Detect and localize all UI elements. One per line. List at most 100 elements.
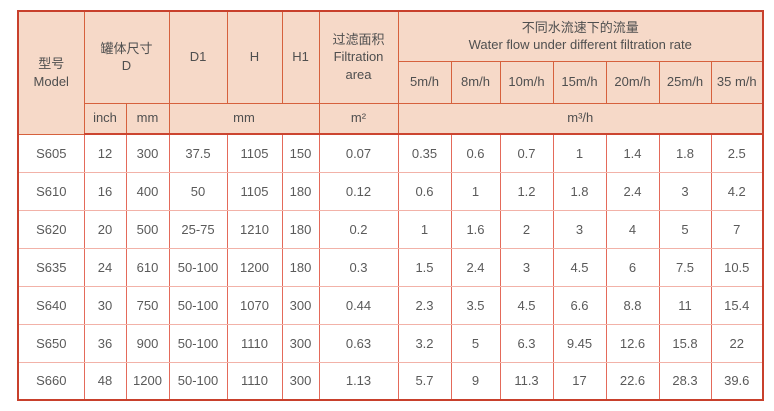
data-cell: 3 — [658, 171, 712, 211]
data-cell: 1.6 — [450, 209, 501, 249]
col-header-rate-10: 10m/h — [499, 60, 554, 104]
header-row-titles: 型号 Model 罐体尺寸 D D1 H H1 过滤面积 Filtration … — [17, 10, 764, 135]
col-header-rate-5: 5m/h — [397, 60, 452, 104]
data-cell: 3 — [552, 209, 607, 249]
data-cell: 300 — [281, 285, 320, 325]
table-row: S640 30 750 50-100 1070 300 0.44 2.3 3.5… — [17, 285, 764, 325]
col-header-tank-size: 罐体尺寸 D — [83, 10, 170, 104]
data-cell: 12.6 — [605, 323, 660, 363]
data-cell: 1.5 — [397, 247, 452, 287]
data-cell: 4.2 — [710, 171, 764, 211]
data-cell: 28.3 — [658, 361, 712, 401]
table-row: S620 20 500 25-75 1210 180 0.2 1 1.6 2 3… — [17, 209, 764, 249]
unit-mm-d: mm — [125, 102, 170, 135]
data-cell: 1110 — [226, 323, 283, 363]
data-cell: 6.6 — [552, 285, 607, 325]
data-cell: 50-100 — [168, 247, 228, 287]
data-cell: 300 — [125, 133, 170, 173]
model-cell: S605 — [17, 133, 85, 173]
spec-table: 型号 Model 罐体尺寸 D D1 H H1 过滤面积 Filtration … — [17, 10, 764, 401]
data-cell: 48 — [83, 361, 127, 401]
data-cell: 25-75 — [168, 209, 228, 249]
data-cell: 12 — [83, 133, 127, 173]
data-cell: 17 — [552, 361, 607, 401]
data-cell: 50-100 — [168, 285, 228, 325]
data-cell: 150 — [281, 133, 320, 173]
table-body: S605 12 300 37.5 1105 150 0.07 0.35 0.6 … — [17, 133, 764, 401]
col-header-h1: H1 — [281, 10, 320, 104]
unit-area: m² — [318, 102, 399, 135]
data-cell: 50-100 — [168, 361, 228, 401]
data-cell: 2.3 — [397, 285, 452, 325]
data-cell: 300 — [281, 361, 320, 401]
data-cell: 0.7 — [499, 133, 554, 173]
data-cell: 15.8 — [658, 323, 712, 363]
data-cell: 22 — [710, 323, 764, 363]
data-cell: 50-100 — [168, 323, 228, 363]
data-cell: 3.2 — [397, 323, 452, 363]
data-cell: 24 — [83, 247, 127, 287]
data-cell: 7 — [710, 209, 764, 249]
model-cell: S660 — [17, 361, 85, 401]
data-cell: 10.5 — [710, 247, 764, 287]
data-cell: 9 — [450, 361, 501, 401]
data-cell: 0.3 — [318, 247, 399, 287]
table-header: 型号 Model 罐体尺寸 D D1 H H1 过滤面积 Filtration … — [17, 10, 764, 135]
data-cell: 0.07 — [318, 133, 399, 173]
data-cell: 1.2 — [499, 171, 554, 211]
data-cell: 16 — [83, 171, 127, 211]
data-cell: 5 — [450, 323, 501, 363]
data-cell: 0.6 — [397, 171, 452, 211]
data-cell: 1070 — [226, 285, 283, 325]
data-cell: 300 — [281, 323, 320, 363]
data-cell: 2 — [499, 209, 554, 249]
model-cell: S610 — [17, 171, 85, 211]
unit-inch: inch — [83, 102, 127, 135]
data-cell: 4.5 — [499, 285, 554, 325]
model-cell: S640 — [17, 285, 85, 325]
data-cell: 9.45 — [552, 323, 607, 363]
header-row-rates: 5m/h 8m/h 10m/h 15m/h 20m/h 25m/h 35 m/h — [18, 60, 764, 104]
data-cell: 1.4 — [605, 133, 660, 173]
data-cell: 1105 — [226, 171, 283, 211]
col-header-rate-8: 8m/h — [450, 60, 501, 104]
flow-title-header: 不同水流速下的流量 Water flow under different fil… — [397, 10, 764, 62]
data-cell: 400 — [125, 171, 170, 211]
data-cell: 750 — [125, 285, 170, 325]
col-header-rate-15: 15m/h — [552, 60, 607, 104]
data-cell: 2.5 — [710, 133, 764, 173]
table-row: S660 48 1200 50-100 1110 300 1.13 5.7 9 … — [17, 361, 764, 401]
data-cell: 39.6 — [710, 361, 764, 401]
data-cell: 180 — [281, 209, 320, 249]
data-cell: 6 — [605, 247, 660, 287]
data-cell: 5 — [658, 209, 712, 249]
col-header-rate-20: 20m/h — [605, 60, 660, 104]
data-cell: 500 — [125, 209, 170, 249]
data-cell: 3.5 — [450, 285, 501, 325]
col-header-model: 型号 Model — [17, 10, 85, 135]
data-cell: 7.5 — [658, 247, 712, 287]
data-cell: 1110 — [226, 361, 283, 401]
table-row: S610 16 400 50 1105 180 0.12 0.6 1 1.2 1… — [17, 171, 764, 211]
table-row: S635 24 610 50-100 1200 180 0.3 1.5 2.4 … — [17, 247, 764, 287]
data-cell: 3 — [499, 247, 554, 287]
data-cell: 11 — [658, 285, 712, 325]
data-cell: 20 — [83, 209, 127, 249]
data-cell: 1200 — [125, 361, 170, 401]
data-cell: 0.44 — [318, 285, 399, 325]
data-cell: 180 — [281, 171, 320, 211]
data-cell: 50 — [168, 171, 228, 211]
data-cell: 6.3 — [499, 323, 554, 363]
unit-flow: m³/h — [397, 102, 764, 135]
data-cell: 1 — [397, 209, 452, 249]
data-cell: 4.5 — [552, 247, 607, 287]
data-cell: 900 — [125, 323, 170, 363]
table-row: S650 36 900 50-100 1110 300 0.63 3.2 5 6… — [17, 323, 764, 363]
data-cell: 0.35 — [397, 133, 452, 173]
col-header-rate-35: 35 m/h — [710, 60, 764, 104]
data-cell: 30 — [83, 285, 127, 325]
data-cell: 0.6 — [450, 133, 501, 173]
data-cell: 8.8 — [605, 285, 660, 325]
col-header-d1: D1 — [168, 10, 228, 104]
data-cell: 1.13 — [318, 361, 399, 401]
